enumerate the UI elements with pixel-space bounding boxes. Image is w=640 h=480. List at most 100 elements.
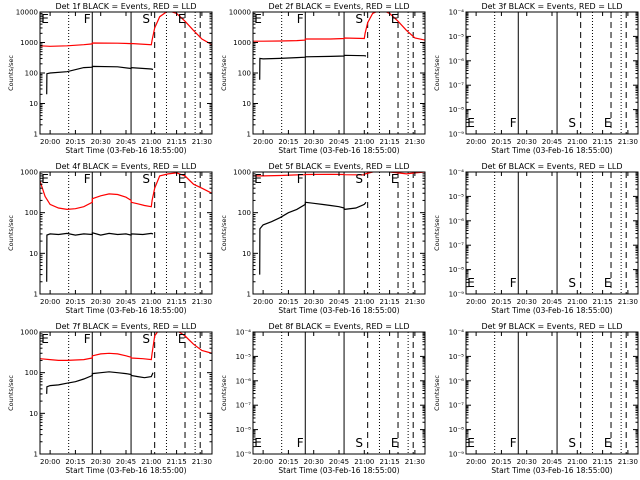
segment-label: E [178,332,186,346]
x-tick-label: 20:15 [491,298,511,306]
panel-title: Det 2f BLACK = Events, RED = LLD [268,2,409,11]
x-tick-label: 20:45 [542,298,562,306]
panel-title: Det 9f BLACK = Events, RED = LLD [481,322,622,331]
plot-area [40,12,212,134]
segment-label: F [297,436,304,450]
x-tick-label: 20:00 [253,298,273,306]
segment-label: S [568,276,576,290]
plot-area [494,172,627,294]
x-tick-label: 21:15 [166,138,186,146]
y-tick-label: 10⁻⁶ [236,377,252,385]
segment-label: S [142,332,150,346]
y-tick-label: 10⁻⁷ [449,82,465,90]
detector-panel-3: Det 3f BLACK = Events, RED = LLD Counts/s… [433,2,639,155]
x-tick-label: 21:15 [379,138,399,146]
y-tick-label: 10⁻⁸ [449,426,465,434]
detector-panel-9: Det 9f BLACK = Events, RED = LLD Counts/s… [433,322,639,475]
x-tick-label: 20:30 [517,298,537,306]
y-tick-label: 10⁻⁴ [449,169,465,177]
panel-title: Det 1f BLACK = Events, RED = LLD [55,2,196,11]
segment-label: S [355,172,363,186]
detector-panel-4: Det 4f BLACK = Events, RED = LLD Counts/s… [7,162,213,315]
x-tick-label: 20:30 [304,458,324,466]
y-tick-label: 10 [242,250,251,258]
x-tick-label: 21:30 [192,298,212,306]
x-tick-label: 21:15 [592,458,612,466]
y-tick-label: 10 [29,100,38,108]
y-tick-label: 10⁻⁵ [449,193,465,201]
x-tick-label: 20:45 [116,458,136,466]
x-axis-label: Start Time (03-Feb-16 18:55:00) [278,146,399,155]
panel-title: Det 4f BLACK = Events, RED = LLD [55,162,196,171]
plot-area [253,12,425,134]
y-tick-label: 1000 [20,39,38,47]
x-tick-label: 20:15 [278,138,298,146]
x-tick-label: 20:00 [253,138,273,146]
y-tick-label: 10⁻⁵ [236,353,252,361]
x-tick-label: 20:30 [517,458,537,466]
x-tick-label: 20:30 [304,298,324,306]
x-tick-label: 21:00 [141,458,161,466]
plot-frame [39,11,213,135]
segment-label: E [604,116,612,130]
x-tick-label: 20:45 [329,138,349,146]
x-tick-label: 21:30 [192,138,212,146]
y-tick-label: 100 [25,209,38,217]
series-line-lld [40,332,212,361]
plot-area [40,332,212,454]
panel-title: Det 8f BLACK = Events, RED = LLD [268,322,409,331]
segment-label: E [178,12,186,26]
y-tick-label: 1 [34,451,38,459]
x-tick-label: 21:00 [567,458,587,466]
x-tick-label: 20:30 [91,298,111,306]
x-tick-label: 20:15 [65,298,85,306]
y-tick-label: 1 [247,291,251,299]
segment-label: S [142,172,150,186]
y-tick-label: 10⁻⁹ [236,451,252,459]
y-tick-label: 1 [247,131,251,139]
segment-label: E [604,276,612,290]
segment-label: S [355,436,363,450]
y-tick-label: 10⁻⁶ [449,377,465,385]
plot-frame [465,171,639,295]
plot-area [494,12,627,134]
y-tick-label: 100 [238,70,251,78]
plot-area [253,172,425,294]
x-tick-label: 21:15 [592,298,612,306]
plot-frame [465,11,639,135]
x-tick-label: 20:00 [466,298,486,306]
y-tick-label: 10⁻⁹ [449,451,465,459]
x-tick-label: 20:45 [542,458,562,466]
x-tick-label: 21:00 [354,458,374,466]
y-axis-label: Counts/sec [7,215,15,251]
y-axis-label: Counts/sec [7,375,15,411]
y-tick-label: 10⁻⁸ [236,426,252,434]
x-tick-label: 21:30 [192,458,212,466]
x-tick-label: 21:15 [166,298,186,306]
plot-area [494,332,627,454]
plot-area [40,172,212,294]
detector-panel-6: Det 6f BLACK = Events, RED = LLD Counts/s… [433,162,639,315]
x-tick-label: 20:45 [542,138,562,146]
y-axis-label: Counts/sec [220,55,228,91]
y-tick-label: 10⁻⁴ [236,329,252,337]
x-tick-label: 21:15 [166,458,186,466]
panel-title: Det 5f BLACK = Events, RED = LLD [268,162,409,171]
segment-label: E [391,12,399,26]
x-tick-label: 21:00 [141,138,161,146]
x-tick-label: 20:45 [329,298,349,306]
y-tick-label: 1000 [20,169,38,177]
x-tick-label: 20:15 [278,298,298,306]
y-tick-label: 10⁻⁷ [449,402,465,410]
y-tick-label: 10⁻⁸ [449,266,465,274]
plot-frame [252,171,426,295]
detector-panel-1: Det 1f BLACK = Events, RED = LLD Counts/s… [7,2,213,155]
x-tick-label: 21:00 [567,138,587,146]
x-axis-label: Start Time (03-Feb-16 18:55:00) [278,466,399,475]
x-axis-label: Start Time (03-Feb-16 18:55:00) [65,466,186,475]
x-tick-label: 20:15 [278,458,298,466]
segment-label: E [254,12,262,26]
segment-label: E [41,172,49,186]
x-tick-label: 20:00 [466,458,486,466]
